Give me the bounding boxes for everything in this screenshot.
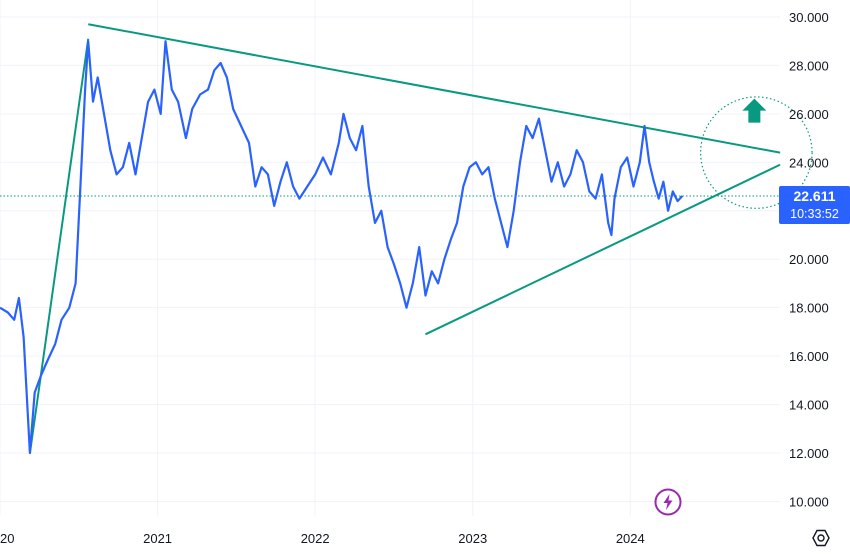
y-tick-label: 16.000 (789, 349, 829, 364)
forecast-circle-outline (700, 96, 813, 209)
grid (0, 0, 780, 516)
axes: 10.00012.00014.00016.00018.00020.00022.0… (0, 10, 829, 546)
y-tick-label: 20.000 (789, 252, 829, 267)
x-tick-label: 2023 (458, 531, 487, 546)
trendlines (0, 23, 781, 454)
y-tick-label: 30.000 (789, 10, 829, 25)
x-tick-label: 20 (0, 531, 14, 546)
arrow-up-shape (742, 98, 767, 123)
y-tick-label: 28.000 (789, 58, 829, 73)
y-tick-label: 26.000 (789, 107, 829, 122)
price-line (0, 40, 684, 455)
y-tick-label: 14.000 (789, 398, 829, 413)
lower-trendline (425, 163, 781, 336)
bar-countdown: 10:33:52 (790, 207, 839, 221)
y-tick-label: 18.000 (789, 301, 829, 316)
y-tick-label: 10.000 (789, 494, 829, 509)
price-series (0, 40, 684, 455)
hexagon-settings-icon[interactable] (811, 528, 831, 548)
forecast-circle (700, 96, 813, 209)
lightning-icon[interactable] (653, 487, 683, 517)
y-tick-label: 24.000 (789, 155, 829, 170)
x-tick-label: 2022 (301, 531, 330, 546)
left-trendline (28, 38, 90, 454)
x-tick-label: 2021 (143, 531, 172, 546)
upper-trendline (88, 23, 781, 154)
arrow-up-icon (742, 98, 767, 123)
last-price-value: 22.611 (793, 188, 836, 204)
last-price-badge: 22.611 10:33:52 (779, 186, 850, 224)
x-tick-label: 2024 (616, 531, 645, 546)
y-tick-label: 12.000 (789, 446, 829, 461)
